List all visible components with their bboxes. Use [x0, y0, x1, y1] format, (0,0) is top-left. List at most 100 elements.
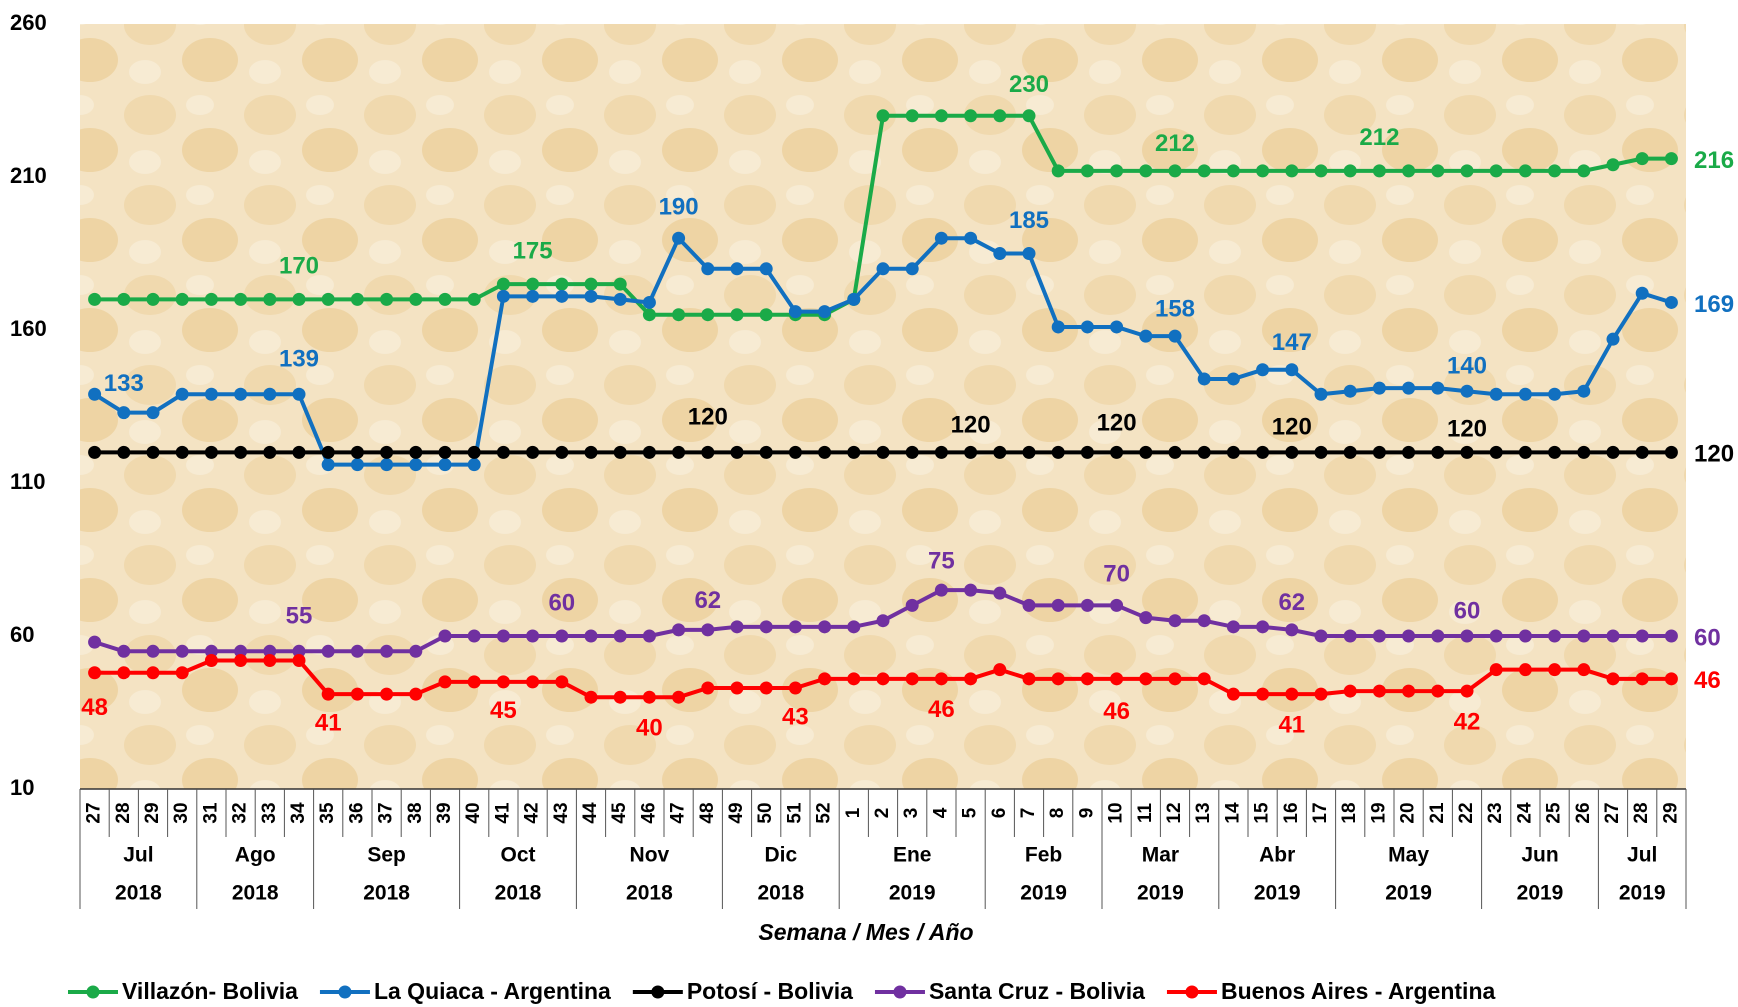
x-tick-label: 1 — [843, 807, 864, 818]
data-point — [1460, 164, 1474, 178]
data-label: 46 — [1694, 667, 1721, 694]
x-tick-label: 15 — [1252, 802, 1273, 824]
data-point — [1226, 687, 1240, 701]
month-label: Oct — [500, 844, 535, 867]
data-label: 120 — [1447, 416, 1487, 443]
data-point — [409, 458, 423, 472]
data-label: 212 — [1155, 130, 1195, 157]
data-point — [146, 406, 160, 420]
month-label: Jun — [1521, 844, 1558, 867]
data-point — [1051, 320, 1065, 334]
data-label: 120 — [951, 412, 991, 439]
data-point — [613, 277, 627, 291]
data-point — [1314, 387, 1328, 401]
data-point — [847, 672, 861, 686]
x-tick-label: 50 — [755, 802, 776, 823]
data-label: 190 — [659, 194, 699, 221]
data-point — [1343, 629, 1357, 643]
data-point — [1460, 629, 1474, 643]
data-point — [1051, 598, 1065, 612]
x-tick-label: 16 — [1281, 802, 1302, 823]
data-label: 70 — [1103, 561, 1130, 588]
data-point — [1431, 445, 1445, 459]
data-point — [234, 653, 248, 667]
data-point — [1139, 445, 1153, 459]
data-point — [380, 458, 394, 472]
data-point — [1460, 684, 1474, 698]
data-label: 62 — [694, 587, 721, 614]
data-point — [934, 445, 948, 459]
data-point — [1314, 164, 1328, 178]
data-label: 41 — [315, 709, 342, 736]
data-point — [847, 292, 861, 306]
data-point — [1022, 109, 1036, 123]
y-tick-label: 160 — [10, 316, 47, 341]
data-point — [672, 445, 686, 459]
data-point — [1226, 445, 1240, 459]
data-point — [584, 690, 598, 704]
x-tick-label: 44 — [580, 802, 601, 824]
data-point — [1548, 445, 1562, 459]
data-point — [642, 629, 656, 643]
x-tick-label: 23 — [1485, 802, 1506, 823]
data-point — [496, 629, 510, 643]
data-point — [1110, 320, 1124, 334]
month-label: Feb — [1025, 844, 1062, 867]
data-point — [438, 445, 452, 459]
data-point — [380, 292, 394, 306]
data-point — [1606, 629, 1620, 643]
data-point — [204, 387, 218, 401]
data-point — [1489, 387, 1503, 401]
data-point — [1664, 672, 1678, 686]
x-tick-label: 29 — [1660, 802, 1681, 823]
data-point — [526, 277, 540, 291]
data-point — [1022, 598, 1036, 612]
x-tick-label: 28 — [113, 802, 134, 823]
x-tick-label: 12 — [1164, 802, 1185, 823]
data-point — [1168, 672, 1182, 686]
data-point — [1110, 598, 1124, 612]
data-point — [204, 644, 218, 658]
year-label: 2019 — [1619, 882, 1666, 905]
x-tick-label: 45 — [609, 802, 630, 824]
data-point — [1402, 629, 1416, 643]
data-point — [759, 308, 773, 322]
data-point — [1460, 445, 1474, 459]
data-point — [818, 305, 832, 319]
data-point — [876, 262, 890, 276]
data-point — [526, 289, 540, 303]
month-label: Dic — [764, 844, 797, 867]
data-label: 140 — [1447, 353, 1487, 380]
data-point — [175, 445, 189, 459]
month-label: Ago — [235, 844, 276, 867]
data-point — [613, 445, 627, 459]
legend-label: Buenos Aires - Argentina — [1221, 978, 1496, 1004]
data-point — [1197, 445, 1211, 459]
x-tick-label: 21 — [1427, 802, 1448, 824]
data-point — [1635, 629, 1649, 643]
data-point — [1372, 164, 1386, 178]
data-point — [467, 675, 481, 689]
data-point — [993, 247, 1007, 260]
data-point — [672, 231, 686, 245]
data-point — [175, 387, 189, 401]
data-point — [672, 308, 686, 322]
data-point — [526, 675, 540, 689]
data-point — [876, 445, 890, 459]
x-tick-label: 14 — [1222, 802, 1243, 824]
data-point — [438, 675, 452, 689]
x-tick-label: 2 — [872, 808, 893, 819]
data-point — [788, 681, 802, 695]
x-tick-label: 8 — [1047, 808, 1068, 819]
data-point — [1256, 363, 1270, 377]
data-point — [1489, 663, 1503, 677]
y-tick-label: 210 — [10, 163, 47, 188]
data-point — [1168, 164, 1182, 178]
x-tick-label: 11 — [1135, 803, 1156, 824]
data-point — [321, 644, 335, 658]
data-point — [1372, 684, 1386, 698]
data-point — [1168, 329, 1182, 343]
data-point — [1110, 164, 1124, 178]
data-point — [613, 629, 627, 643]
data-point — [818, 672, 832, 686]
